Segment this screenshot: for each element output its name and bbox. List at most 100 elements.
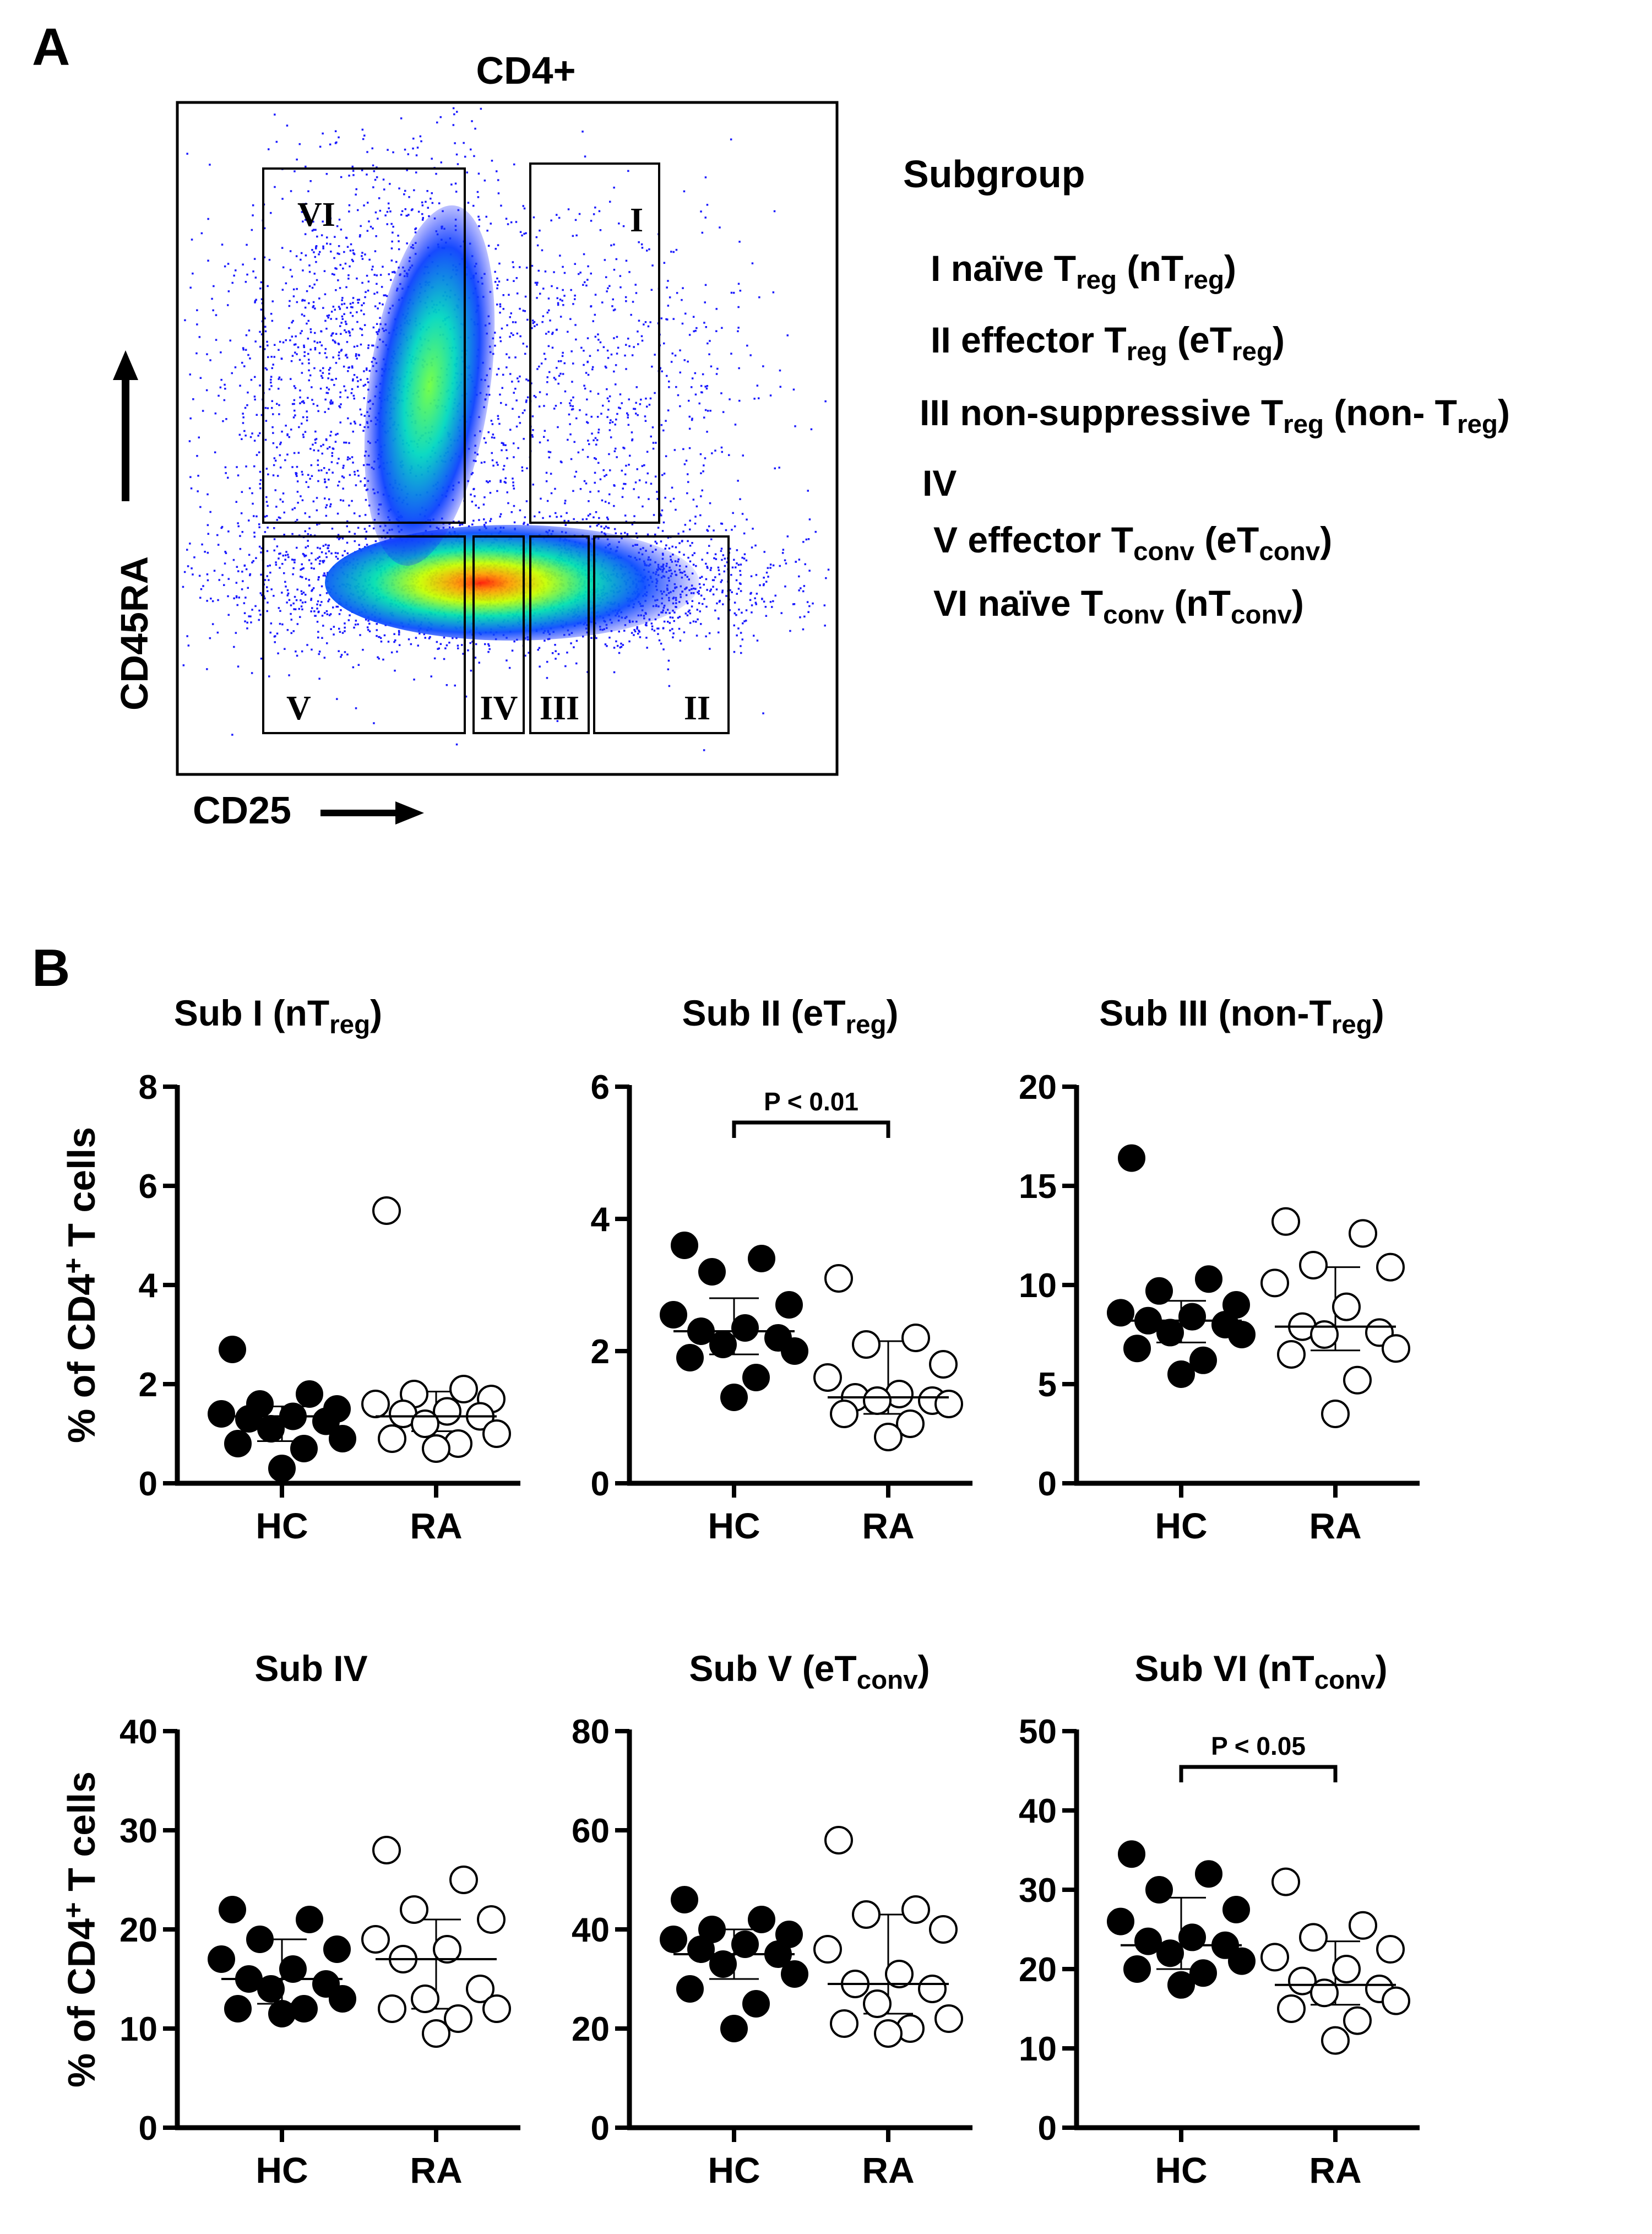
x-category-label: RA [410,1505,462,1546]
ra-point [1382,1986,1410,2015]
legend-item: III non-suppressive Treg (non- Treg) [920,392,1510,439]
y-tick-label: 40 [1019,1792,1057,1830]
hc-point [731,1931,759,1958]
hc-point [1118,1144,1145,1172]
x-category-label: HC [1155,2150,1207,2190]
hc-point [1156,1939,1184,1967]
ra-point [896,1409,925,1438]
hc-point [748,1245,775,1272]
hc-point [1178,1303,1206,1331]
ra-point [1277,1340,1306,1369]
x-category-label: HC [1155,1505,1207,1546]
hc-point [1107,1299,1134,1327]
ra-point [863,1386,892,1415]
gate-iv [472,535,525,734]
chart-title: Sub V (eTconv) [689,1648,930,1695]
hc-point [1222,1896,1250,1923]
hc-point [671,1232,698,1259]
y-tick-label: 2 [139,1366,157,1404]
ra-point [372,1836,401,1864]
ra-point [1260,1943,1289,1972]
hc-point [660,1926,687,1953]
hc-point [296,1906,323,1933]
legend-item: V effector Tconv (eTconv) [933,519,1332,566]
ra-point [1299,1251,1328,1279]
ra-point [378,1994,406,2023]
ra-point [449,1375,478,1403]
ra-point [852,1900,881,1929]
hc-point [208,1400,235,1428]
flow-density-plot: VI I V IV III II [176,101,839,776]
ra-point [1271,1867,1300,1896]
y-tick-label: 4 [591,1201,610,1239]
scatter-chart: Sub III (non-Treg) 0 5 10 15 20 HC RA [1019,993,1420,1546]
ra-point [1299,1923,1328,1952]
ra-point [1376,1935,1405,1964]
hc-point [296,1380,323,1408]
ra-point [477,1905,506,1934]
scatter-chart: Sub V (eTconv) 0 20 40 60 80 HC RA [572,1648,972,2190]
panel-b: B Sub I (nTreg) 0 2 4 6 8 HC RA % of CD4+ T cell… [32,939,1420,2190]
hc-point [1195,1265,1222,1293]
hc-point [676,1344,704,1371]
y-tick-label: 5 [1038,1366,1057,1404]
ra-point [901,1324,930,1352]
hc-point [781,1337,808,1365]
hc-point [1228,1321,1256,1348]
ra-point [411,1984,439,2013]
legend-title: Subgroup [903,153,1085,196]
significance-label: P < 0.05 [1211,1732,1306,1760]
y-axis-label: % of CD4+ T cells [57,1771,103,2087]
y-tick-label: 10 [1019,1267,1057,1305]
ra-point [901,1895,930,1924]
y-tick-label: 4 [139,1267,158,1305]
y-tick-label: 20 [1019,1951,1057,1989]
flow-density-hotspots [325,205,699,641]
ra-point [934,2004,963,2033]
hc-point [748,1906,775,1933]
legend-items: I naïve Treg (nTreg) II effector Treg (eT… [920,248,1510,630]
x-category-label: RA [1309,2150,1361,2190]
hc-point [219,1896,246,1923]
hc-point [1195,1860,1222,1888]
ra-point [874,2019,903,2048]
x-axis-arrow [320,801,424,825]
hc-point [1167,1360,1195,1388]
y-axis-label: % of CD4+ T cells [57,1127,103,1443]
hc-point [219,1336,246,1363]
hc-point [1134,1927,1162,1955]
hc-point [1107,1907,1134,1935]
hc-point [709,1950,737,1978]
ra-point [824,1826,853,1855]
hc-point [742,1990,770,2018]
ra-point [1321,2026,1350,2055]
chart-title: Sub III (non-Treg) [1099,993,1384,1039]
ra-point [400,1895,428,1924]
ra-point [1321,1400,1350,1428]
ra-point [824,1264,853,1293]
hc-point [1178,1923,1206,1951]
ra-point [1343,1365,1372,1395]
hc-point [709,1331,737,1358]
chart-title: Sub VI (nTconv) [1134,1648,1387,1695]
ra-point [422,1434,450,1463]
x-category-label: HC [708,1505,760,1546]
y-tick-label: 0 [139,2110,157,2148]
y-tick-label: 30 [119,1812,157,1850]
gate-label-v: V [286,690,311,727]
significance-bracket [732,1120,890,1138]
hc-point [742,1364,770,1391]
scatter-chart: Sub I (nTreg) 0 2 4 6 8 HC RA % of CD4+ T cells [57,993,520,1546]
y-tick-label: 40 [572,1911,610,1949]
ra-point [830,1400,858,1428]
hc-point [687,1935,715,1963]
ra-point [1288,1966,1317,1996]
hc-point [290,1435,318,1462]
legend-item: II effector Treg (eTreg) [931,319,1285,366]
y-tick-label: 20 [1019,1069,1057,1107]
ra-point [482,1994,511,2023]
chart-title: Sub II (eTreg) [682,993,899,1039]
ra-point [1349,1911,1377,1940]
x-category-label: RA [862,2150,914,2190]
y-tick-label: 50 [1019,1713,1057,1751]
